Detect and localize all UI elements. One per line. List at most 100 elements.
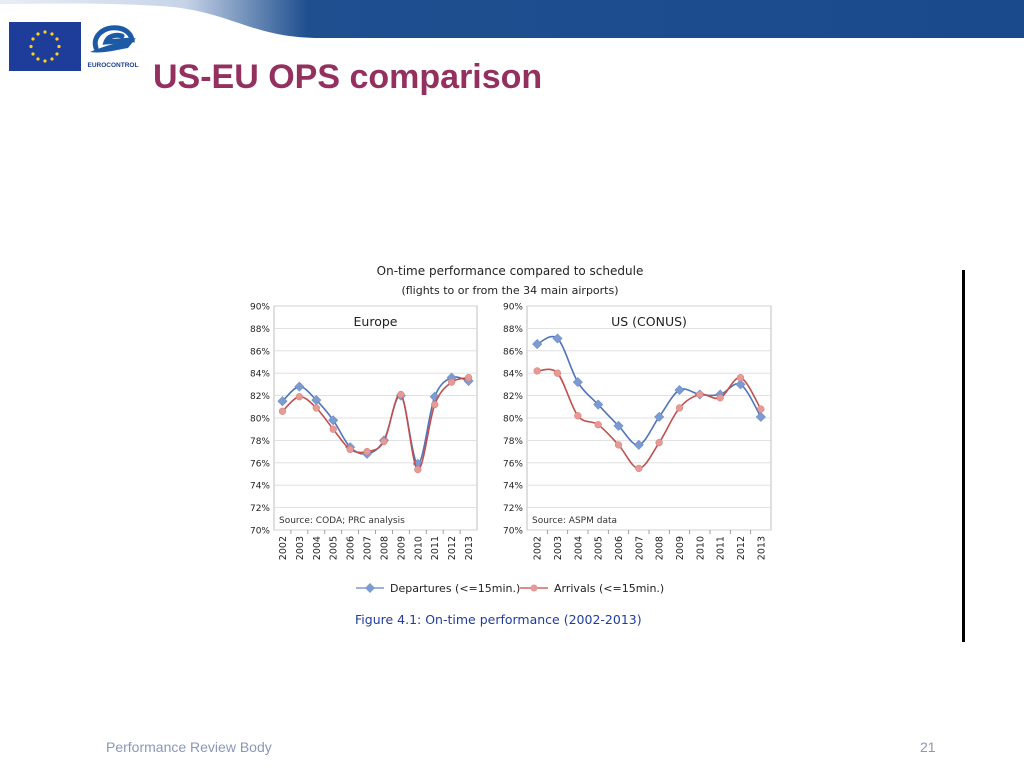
x-tick-label: 2003 [295, 536, 306, 560]
arrivals-point [414, 465, 422, 474]
departures-point [552, 333, 563, 344]
arrivals-point [574, 412, 582, 420]
x-tick-label: 2003 [553, 536, 564, 560]
departures-point [593, 399, 604, 410]
x-tick-label: 2010 [413, 536, 424, 560]
arrivals-point [594, 421, 602, 429]
y-tick-label: 76% [503, 459, 523, 469]
arrivals-point [757, 405, 765, 413]
y-tick-label: 78% [503, 437, 523, 447]
x-tick-label: 2007 [634, 536, 645, 560]
departures-point [735, 379, 746, 390]
arrivals-point [346, 445, 354, 454]
arrivals-point [295, 393, 304, 401]
eurocontrol-logo [86, 22, 138, 72]
legend-arrivals-marker [530, 584, 538, 592]
panel-us-conus: 70% 72% 74% 76% 78% 80% 82% 84% 86% 88% 90% 2002 200… [503, 303, 772, 560]
arrivals-point [380, 437, 388, 446]
departures-point [654, 411, 665, 422]
y-tick-label: 74% [250, 482, 270, 492]
footer-organization: Performance Review Body [106, 739, 272, 755]
figure-caption: Figure 4.1: On-time performance (2002-20… [355, 612, 642, 627]
x-tick-label: 2013 [464, 536, 475, 560]
y-tick-label: 88% [503, 325, 523, 335]
y-tick-label: 84% [503, 370, 523, 380]
legend-departures-marker [365, 583, 375, 593]
y-tick-label: 76% [250, 459, 270, 469]
x-tick-label: 2011 [716, 536, 727, 560]
y-tick-label: 78% [250, 437, 270, 447]
x-tick-label: 2006 [614, 536, 625, 560]
y-tick-label: 70% [503, 527, 523, 537]
y-tick-label: 80% [250, 415, 270, 425]
on-time-performance-figure: On-time performance compared to schedule… [250, 264, 772, 627]
x-tick-label: 2010 [695, 536, 706, 560]
y-tick-label: 82% [503, 392, 523, 402]
x-tick-label: 2012 [447, 536, 458, 560]
departures-point [294, 381, 305, 392]
arrivals-point [464, 374, 473, 382]
logo-text: EUROCONTROL [87, 62, 139, 69]
y-tick-label: 90% [250, 303, 270, 313]
departures-point [613, 420, 624, 431]
arrivals-point [431, 400, 439, 409]
x-tick-label: 2008 [379, 536, 390, 560]
x-tick-label: 2009 [675, 536, 686, 560]
x-tick-label: 2005 [594, 536, 605, 560]
arrivals-point [363, 447, 371, 456]
arrivals-point [655, 438, 663, 447]
x-tick-label: 2009 [396, 536, 407, 560]
panel-title: Europe [354, 314, 398, 329]
arrivals-point [614, 441, 623, 449]
departures-point [311, 395, 322, 406]
x-tick-label: 2004 [312, 536, 323, 560]
x-tick-label: 2004 [573, 536, 584, 560]
y-tick-label: 84% [250, 370, 270, 380]
legend-arrivals-label: Arrivals (<=15min.) [554, 582, 664, 595]
vertical-rule [962, 270, 965, 642]
legend: Departures (<=15min.) Arrivals (<=15min.… [356, 582, 664, 595]
arrivals-point [736, 374, 745, 382]
departures-point [674, 384, 685, 396]
page-number: 21 [920, 739, 936, 755]
source-note: Source: ASPM data [532, 516, 617, 526]
arrivals-point [553, 369, 562, 377]
x-tick-label: 2012 [736, 536, 747, 560]
source-note: Source: CODA; PRC analysis [279, 516, 405, 526]
x-tick-label: 2005 [329, 536, 340, 560]
y-tick-label: 74% [503, 482, 523, 492]
x-tick-label: 2006 [346, 536, 357, 560]
y-tick-label: 86% [503, 347, 523, 357]
arrivals-point [329, 425, 337, 433]
legend-departures-label: Departures (<=15min.) [390, 582, 520, 595]
arrivals-point [675, 404, 684, 412]
y-tick-label: 70% [250, 527, 270, 537]
header-bar [0, 0, 1024, 38]
chart-subtitle: (flights to or from the 34 main airports… [401, 284, 618, 297]
panel-europe: 70% 72% 74% 76% 78% 80% 82% 84% 86% 88% 90% 2002 200… [250, 303, 478, 560]
departures-point [328, 415, 339, 426]
y-tick-label: 72% [250, 504, 270, 514]
y-tick-label: 80% [503, 415, 523, 425]
arrivals-point [397, 390, 405, 399]
x-tick-label: 2011 [430, 536, 441, 560]
arrivals-point [278, 407, 287, 415]
y-tick-label: 72% [503, 504, 523, 514]
arrivals-point [696, 390, 704, 399]
x-tick-label: 2002 [278, 536, 289, 560]
departures-point [755, 411, 766, 422]
y-tick-label: 90% [503, 303, 523, 313]
arrivals-point [635, 464, 643, 473]
x-tick-label: 2002 [533, 536, 544, 560]
departures-point [532, 339, 543, 350]
panel-title: US (CONUS) [611, 314, 687, 329]
x-tick-label: 2013 [756, 536, 767, 560]
arrivals-point [447, 378, 456, 386]
y-tick-label: 86% [250, 347, 270, 357]
y-tick-label: 88% [250, 325, 270, 335]
slide-title: US-EU OPS comparison [153, 58, 543, 96]
departures-point [572, 377, 583, 388]
arrivals-point [716, 394, 724, 402]
eu-flag-logo [9, 22, 81, 71]
departures-point [277, 396, 288, 407]
